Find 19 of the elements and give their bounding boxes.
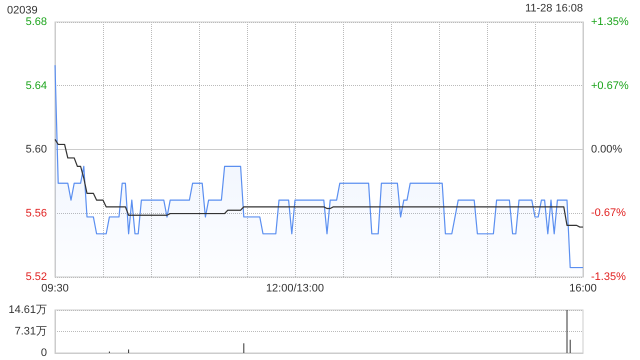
y2-tick-label: +0.67%	[591, 80, 629, 92]
y-tick-label: 14.61万	[8, 304, 47, 316]
line-series	[54, 138, 584, 228]
y-tick-label: 5.64	[26, 80, 47, 92]
y-tick-label: 5.60	[26, 144, 47, 156]
y-tick-label: 7.31万	[14, 325, 47, 338]
text: 11-28 16:08	[525, 2, 584, 14]
x-tick-label: 09:30	[41, 282, 69, 294]
y-tick-label: 5.56	[26, 207, 47, 220]
y2-tick-label: +1.35%	[591, 16, 629, 28]
y-tick-label: 0	[40, 347, 47, 359]
x-tick-label: 16:00	[569, 282, 597, 294]
y2-tick-label: -0.67%	[591, 206, 626, 219]
y-tick-label: 5.68	[26, 16, 47, 28]
y-tick-label: 5.52	[26, 271, 47, 283]
x-tick-label: 12:00/13:00	[266, 282, 324, 294]
chart-title: 02039	[7, 4, 38, 16]
y2-tick-label: 0.00%	[591, 144, 622, 156]
y2-tick-label: -1.35%	[591, 271, 626, 283]
